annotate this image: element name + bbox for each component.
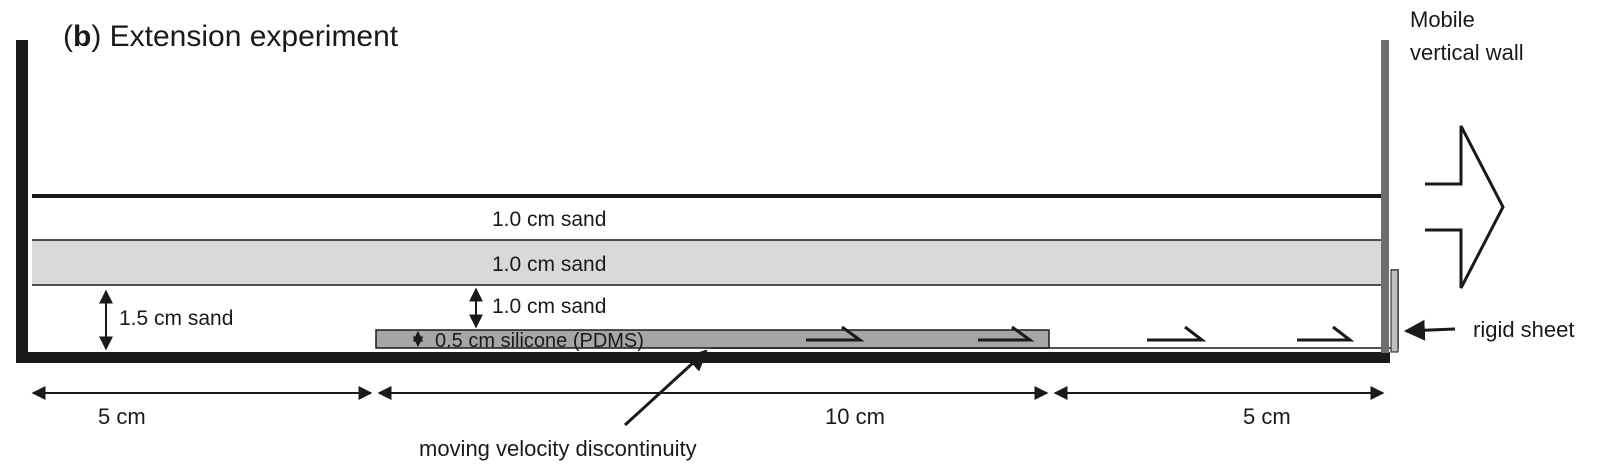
shear-half-arrow xyxy=(806,325,865,342)
right-dimension-label: 5 cm xyxy=(1243,404,1291,429)
silicone-label: 0.5 cm silicone (PDMS) xyxy=(435,330,644,352)
left-sand-label: 1.5 cm sand xyxy=(119,307,233,330)
middle-dimension-label: 10 cm xyxy=(825,404,885,429)
top-sand-label: 1.0 cm sand xyxy=(492,208,606,231)
shear-half-arrow xyxy=(978,325,1035,342)
rigid-sheet-label: rigid sheet xyxy=(1473,317,1575,342)
middle-sand-label: 1.0 cm sand xyxy=(492,253,606,276)
left-wall xyxy=(16,40,28,362)
rigid-sheet-pointer xyxy=(1403,319,1456,341)
mobile-vertical-wall xyxy=(1381,40,1389,353)
shear-half-arrow xyxy=(1297,325,1355,342)
gray-sand-band xyxy=(32,240,1382,285)
wall-label-line1: Mobile xyxy=(1410,7,1475,32)
shear-half-arrow xyxy=(1147,325,1207,342)
pull-direction-arrow xyxy=(1425,125,1505,289)
figure-title: (b) Extension experiment xyxy=(63,20,399,53)
rigid-sheet-vertical xyxy=(1390,269,1399,353)
velocity-discontinuity-label: moving velocity discontinuity xyxy=(419,436,697,461)
lower-sand-label: 1.0 cm sand xyxy=(492,295,606,318)
left-dimension-label: 5 cm xyxy=(98,404,146,429)
wall-label-line2: vertical wall xyxy=(1410,40,1524,65)
